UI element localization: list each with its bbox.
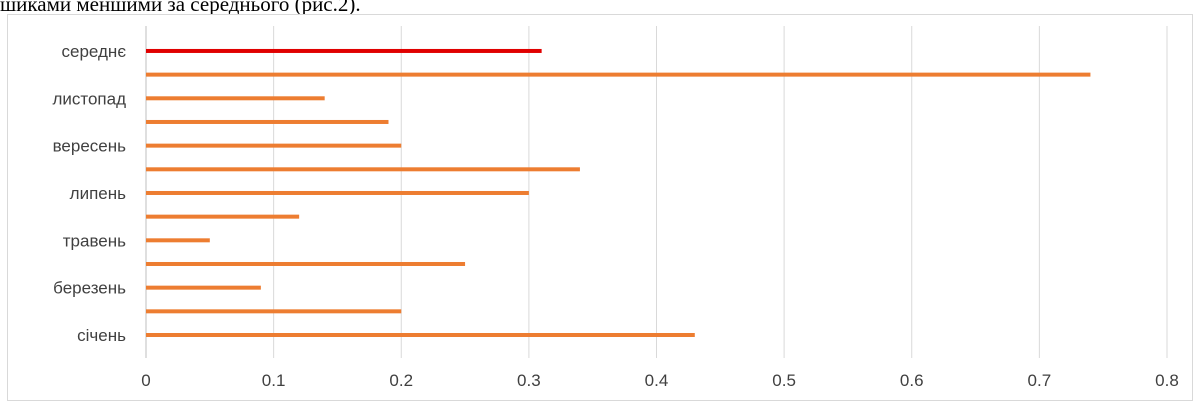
- bar: [146, 96, 325, 101]
- bar: [146, 143, 402, 148]
- x-tick-labels: 0 0.1 0.2 0.3 0.4 0.5 0.6 0.7 0.8: [141, 371, 1179, 390]
- bar: [146, 214, 300, 219]
- x-tick-label: 0.5: [772, 371, 796, 390]
- bar-average: [146, 48, 542, 53]
- x-tick-label: 0.3: [517, 371, 541, 390]
- bar: [146, 261, 466, 266]
- x-tick-label: 0: [141, 371, 150, 390]
- bar: [146, 72, 1091, 77]
- category-label: листопад: [52, 89, 126, 108]
- bar: [146, 309, 402, 314]
- x-tick-label: 0.7: [1028, 371, 1052, 390]
- category-label: вересень: [53, 137, 127, 156]
- bar: [146, 333, 695, 337]
- category-labels: січень березень травень липень вересень листо…: [52, 42, 126, 345]
- bar: [146, 167, 580, 172]
- x-tick-label: 0.8: [1155, 371, 1179, 390]
- x-tick-label: 0.4: [645, 371, 669, 390]
- bar: [146, 119, 389, 124]
- bars: [146, 48, 1091, 337]
- category-label: березень: [53, 279, 126, 298]
- bar: [146, 285, 261, 290]
- category-label: січень: [77, 326, 126, 345]
- category-label: травень: [63, 231, 126, 250]
- category-label: липень: [70, 184, 126, 203]
- category-label: середнє: [62, 42, 127, 61]
- x-tick-label: 0.1: [262, 371, 286, 390]
- x-tick-label: 0.2: [389, 371, 413, 390]
- bar: [146, 190, 529, 195]
- document-text-line: шиками меншими за середнього (рис.2).: [0, 0, 361, 16]
- x-tick-label: 0.6: [900, 371, 924, 390]
- bar: [146, 238, 210, 243]
